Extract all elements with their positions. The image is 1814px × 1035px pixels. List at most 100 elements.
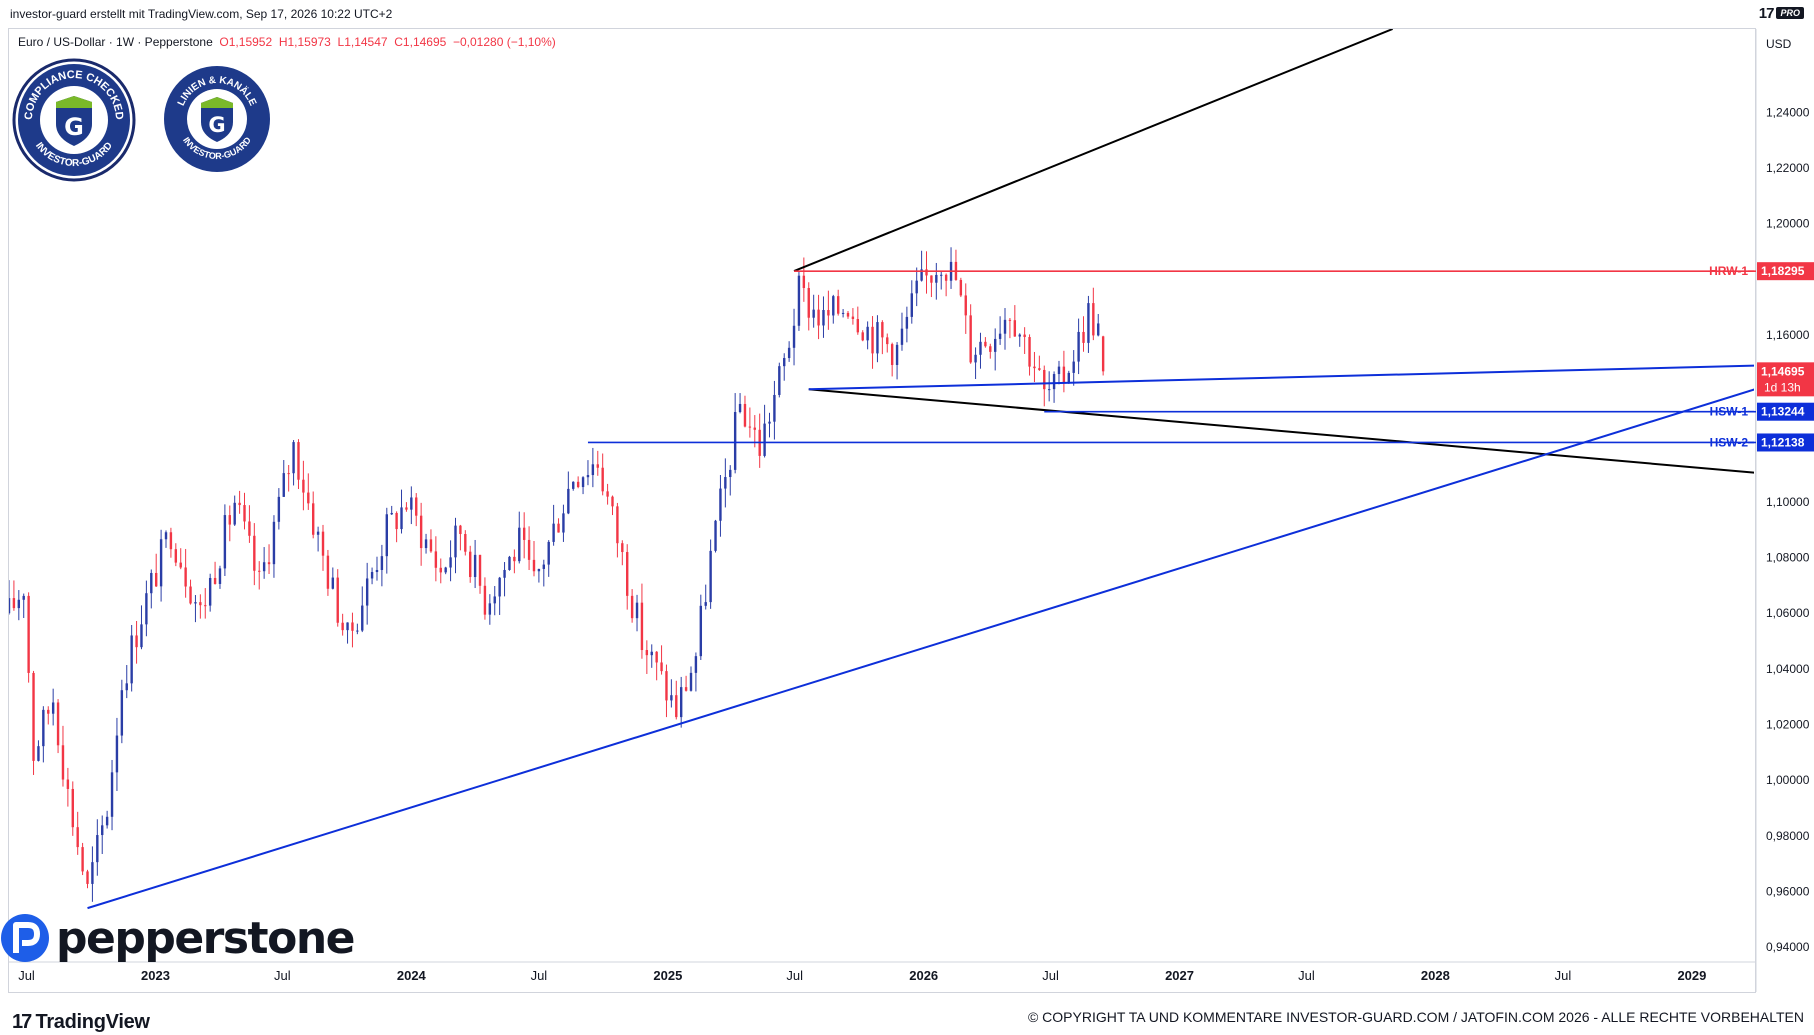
candle-body (778, 366, 781, 395)
candle-body (262, 562, 266, 572)
candle-body (567, 488, 570, 514)
candle-body (208, 577, 212, 606)
candle-body (76, 827, 79, 848)
candle-body (9, 598, 11, 614)
candle-body (1023, 334, 1026, 338)
candle-body (1008, 319, 1012, 321)
candle-body (522, 527, 526, 540)
chart-legend: Euro / US-Dollar · 1W · Pepperstone O1,1… (18, 35, 556, 49)
candle-body (1077, 331, 1080, 362)
candle-body (331, 577, 335, 589)
price-chart[interactable]: USD 1,24000 1,22000 1,20000 1,16000 1,10000 1… (0, 0, 1814, 1000)
copyright-text: © COPYRIGHT TA UND KOMMENTARE INVESTOR-G… (1027, 1009, 1804, 1025)
candle-body (493, 596, 496, 604)
candle-body (312, 503, 315, 535)
candle-body (576, 481, 580, 488)
candle-body (459, 525, 462, 535)
candle-body (179, 562, 182, 568)
candle-body (27, 595, 30, 673)
tradingview-logo-icon: 17 (1758, 4, 1775, 22)
candle-body (738, 403, 742, 413)
last-price-tag (1757, 362, 1814, 397)
candle-body (258, 570, 261, 572)
candle-body (890, 344, 894, 365)
candle-body (513, 556, 516, 562)
candle-body (527, 539, 531, 560)
x-tick-label: Jul (1298, 968, 1315, 983)
candle-body (817, 309, 820, 326)
candle-body (154, 572, 158, 587)
candle-body (1028, 337, 1031, 367)
candle-body (253, 535, 256, 571)
candle-body (626, 552, 629, 596)
level-price-hrw-1: 1,18295 (1761, 264, 1805, 278)
candle-body (488, 603, 492, 615)
candle-body (223, 515, 227, 569)
candle-body (351, 622, 354, 631)
candle-body (395, 512, 398, 530)
black-trendline (793, 29, 1393, 272)
candle-body (199, 602, 202, 606)
candle-body (17, 599, 21, 609)
candle-body (464, 534, 467, 552)
blue-trendline (808, 364, 1754, 391)
candle-body (105, 816, 109, 826)
candle-body (944, 274, 948, 281)
candle-body (724, 477, 727, 489)
candle-body (552, 523, 555, 542)
candle-body (645, 650, 649, 656)
candle-body (640, 602, 644, 651)
candle-body (164, 532, 168, 540)
candle-body (385, 514, 388, 557)
candle-body (12, 598, 16, 609)
candle-body (542, 564, 546, 569)
x-tick-label: 2027 (1165, 968, 1194, 983)
candle-body (1067, 372, 1070, 383)
y-tick-label: 1,22000 (1766, 161, 1810, 175)
candle-body (478, 554, 482, 586)
candle-body (694, 656, 698, 673)
low-value: L1,14547 (337, 35, 388, 49)
candle-body (998, 333, 1002, 339)
symbol-name[interactable]: Euro / US-Dollar · 1W · Pepperstone (18, 35, 213, 49)
candle-body (596, 464, 599, 468)
candle-body (169, 532, 173, 550)
candle-body (900, 328, 904, 345)
candle-body (508, 556, 511, 570)
candle-body (729, 469, 732, 478)
candle-body (773, 394, 776, 422)
candle-body (302, 479, 305, 493)
candle-body (37, 746, 40, 761)
level-tag-hrw-1 (1757, 262, 1814, 281)
candle-body (1013, 320, 1017, 337)
candle-body (807, 288, 810, 318)
candle-body (42, 709, 45, 747)
candle-body (851, 316, 855, 320)
change-value: −0,01280 (−1,10%) (452, 35, 556, 49)
candle-body (120, 690, 124, 736)
candle-body (282, 473, 285, 497)
tradingview-mark-icon: 17 (12, 1011, 32, 1033)
x-tick-label: 2029 (1677, 968, 1706, 983)
candle-body (145, 593, 148, 625)
candle-body (679, 687, 683, 718)
candle-body (925, 269, 928, 276)
candle-body (1101, 336, 1105, 372)
candle-body (277, 496, 281, 522)
candle-body (194, 602, 197, 604)
candle-body (135, 635, 138, 648)
candle-body (876, 322, 879, 354)
tradingview-brand[interactable]: 17 TradingView (12, 1011, 150, 1033)
tradingview-pro-logo[interactable]: 17 PRO (1758, 4, 1804, 22)
candle-body (1052, 374, 1056, 390)
candle-body (1038, 368, 1041, 370)
candle-body (895, 344, 899, 365)
candle-body (101, 825, 104, 836)
candle-body (341, 622, 344, 631)
x-tick-label: Jul (1042, 968, 1059, 983)
candle-body (974, 354, 977, 363)
candle-body (655, 651, 658, 663)
candle-body (635, 602, 639, 619)
candle-body (473, 554, 477, 578)
candle-body (581, 477, 585, 488)
